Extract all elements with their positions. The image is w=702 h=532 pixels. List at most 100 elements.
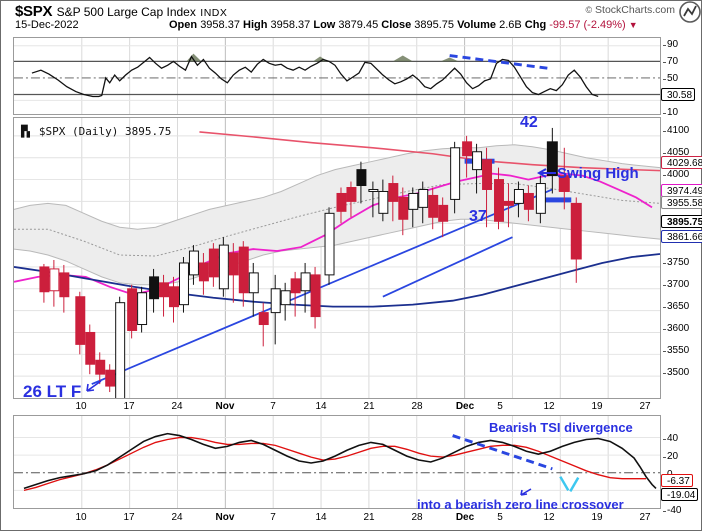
price-panel-legend: ▛▖ $SPX (Daily) 3895.75 xyxy=(21,125,171,138)
volume-label: Volume xyxy=(457,19,497,31)
candlestick-series xyxy=(39,127,582,398)
xtick-24: 24 xyxy=(171,512,183,523)
brand-text: StockCharts.com xyxy=(595,4,675,16)
price-tick-3600: 3600 xyxy=(662,323,690,334)
rsi-tick-50: 50 xyxy=(662,73,679,84)
symbol-company-name: S&P 500 Large Cap Index xyxy=(56,5,196,19)
xtick-5: 5 xyxy=(497,512,503,523)
xtick-19: 19 xyxy=(591,512,603,523)
xtick-27-top: 27 xyxy=(639,401,651,412)
xtick-7-top: 7 xyxy=(270,401,276,412)
tsi-indicator-panel xyxy=(13,415,661,509)
sma-red-flag: 4029.68 xyxy=(661,156,702,169)
xtick-28-top: 28 xyxy=(411,401,423,412)
symbol-exchange: INDX xyxy=(200,7,228,19)
xtick-12: 12 xyxy=(543,512,555,523)
xtick-7: 7 xyxy=(270,512,276,523)
price-tick-3500: 3500 xyxy=(662,367,690,378)
chg-label: Chg xyxy=(524,19,547,31)
last-price-flag: 3895.75 xyxy=(661,215,702,228)
rsi-y-axis: 90 70 50 10 xyxy=(662,37,702,118)
tsi-plot xyxy=(14,416,660,508)
xtick-19-top: 19 xyxy=(591,401,603,412)
legend-text: $SPX (Daily) 3895.75 xyxy=(38,125,172,138)
low-value: 3879.45 xyxy=(338,19,379,31)
high-label: High xyxy=(243,19,268,31)
xtick-nov-top: Nov xyxy=(215,401,235,412)
rsi-gridlines xyxy=(14,38,660,114)
long-term-count-annotation: 26 LT F xyxy=(23,382,82,401)
price-x-axis: 10 17 24 Nov 7 14 21 28 Dec 5 12 19 27 xyxy=(13,399,661,415)
open-label: Open xyxy=(169,19,198,31)
quote-bar: Open 3958.37 High 3958.37 Low 3879.45 Cl… xyxy=(169,19,638,31)
quote-date: 15-Dec-2022 xyxy=(15,19,79,31)
tsi-line xyxy=(23,432,657,490)
tsi-tick--40: -40 xyxy=(662,505,682,516)
swing-high-annotation: Swing High xyxy=(557,165,639,182)
xtick-5-top: 5 xyxy=(497,401,503,412)
header-title-line: $SPX S&P 500 Large Cap Index INDX xyxy=(15,3,227,21)
rsi-indicator-panel xyxy=(13,37,661,115)
price-tick-3550: 3550 xyxy=(662,345,690,356)
tsi-signal-line xyxy=(23,436,647,492)
tsi-divergence-trendline xyxy=(452,434,553,471)
rsi-plot xyxy=(14,38,660,114)
stockcharts-brand: © StockCharts.com xyxy=(585,4,675,16)
low-label: Low xyxy=(313,19,336,31)
swing-high-marker-bar-2 xyxy=(539,197,572,203)
chevron-down-icon[interactable]: ▼ xyxy=(628,20,638,30)
rsi-value-flag: 30.58 xyxy=(661,88,696,101)
candlestick-icon: ▛▖ xyxy=(21,125,33,138)
close-value: 3895.75 xyxy=(414,19,455,31)
xtick-21-top: 21 xyxy=(363,401,375,412)
count-37-annotation: 37 xyxy=(469,208,487,225)
price-tick-4100: 4100 xyxy=(662,125,690,136)
sma-navy-line xyxy=(14,253,660,308)
xtick-21: 21 xyxy=(363,512,375,523)
sma-navy-flag: 3861.66 xyxy=(661,230,702,243)
xtick-17-top: 17 xyxy=(123,401,135,412)
uptrend-trendline xyxy=(91,188,553,385)
rsi-tick-10: 10 xyxy=(662,107,679,118)
chart-header: $SPX S&P 500 Large Cap Index INDX 15-Dec… xyxy=(1,1,701,35)
xtick-24-top: 24 xyxy=(171,401,183,412)
price-tick-3650: 3650 xyxy=(662,301,690,312)
rsi-overbought-fill-3 xyxy=(392,55,413,62)
rsi-divergence-trendline xyxy=(449,54,548,70)
rsi-line xyxy=(31,55,599,98)
bearish-tsi-divergence-annotation: Bearish TSI divergence xyxy=(489,420,633,435)
tsi-tick-40: 40 xyxy=(662,433,679,444)
price-plot xyxy=(14,118,660,398)
xtick-14-top: 14 xyxy=(315,401,327,412)
xtick-28: 28 xyxy=(411,512,423,523)
bollinger-middle-band xyxy=(14,183,660,257)
volume-value: 2.6B xyxy=(499,19,522,31)
price-tick-4000: 4000 xyxy=(662,169,690,180)
stockcharts-logo-icon xyxy=(679,1,701,23)
rsi-overbought-fill-4 xyxy=(440,57,459,62)
tsi-tick-20: 20 xyxy=(662,451,679,462)
open-value: 3958.37 xyxy=(200,19,240,31)
xtick-12-top: 12 xyxy=(543,401,555,412)
price-chart-panel xyxy=(13,117,661,399)
bollinger-mid-flag: 3955.58 xyxy=(661,196,702,209)
xtick-10-top: 10 xyxy=(75,401,87,412)
tsi-value-flag: -19.04 xyxy=(661,488,699,501)
close-label: Close xyxy=(381,19,412,31)
rsi-tick-90: 90 xyxy=(662,39,679,50)
xtick-17: 17 xyxy=(123,512,135,523)
symbol-ticker: $SPX xyxy=(15,3,53,20)
rsi-tick-70: 70 xyxy=(662,56,679,67)
tsi-x-axis: 10 17 24 Nov 7 14 21 28 Dec 5 12 19 27 xyxy=(13,510,661,526)
zero-line-crossover-annotation: into a bearish zero line crossover xyxy=(417,497,624,512)
tsi-crossover-pointer xyxy=(559,476,580,492)
xtick-nov: Nov xyxy=(215,512,235,523)
chg-value: -99.57 (-2.49%) xyxy=(549,19,626,31)
xtick-27: 27 xyxy=(639,512,651,523)
bollinger-lower-band xyxy=(14,218,660,286)
price-tick-3750: 3750 xyxy=(662,257,690,268)
count-42-annotation: 42 xyxy=(520,114,538,131)
price-tick-4050: 4050 xyxy=(662,147,690,158)
xtick-14: 14 xyxy=(315,512,327,523)
